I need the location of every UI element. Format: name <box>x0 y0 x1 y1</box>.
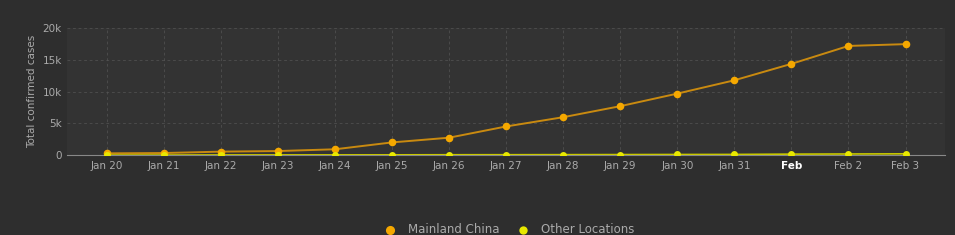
Other Locations <box>669 153 685 156</box>
Mainland China <box>213 150 228 153</box>
Mainland China <box>840 44 856 48</box>
Mainland China <box>270 149 286 153</box>
Mainland China <box>669 92 685 95</box>
Other Locations <box>612 153 627 157</box>
Mainland China <box>328 147 343 151</box>
Mainland China <box>99 151 115 155</box>
Other Locations <box>898 152 913 156</box>
Mainland China <box>556 115 571 119</box>
Other Locations <box>328 153 343 157</box>
Other Locations <box>441 153 456 157</box>
Y-axis label: Total confirmed cases: Total confirmed cases <box>27 35 37 148</box>
Other Locations <box>270 153 286 157</box>
Other Locations <box>727 153 742 156</box>
Mainland China <box>612 104 627 108</box>
Other Locations <box>840 152 856 156</box>
Other Locations <box>213 153 228 157</box>
Mainland China <box>385 141 400 144</box>
Mainland China <box>727 78 742 82</box>
Other Locations <box>99 153 115 157</box>
Mainland China <box>499 125 514 128</box>
Other Locations <box>385 153 400 157</box>
Other Locations <box>499 153 514 157</box>
Legend: Mainland China, Other Locations: Mainland China, Other Locations <box>373 218 639 235</box>
Mainland China <box>441 136 456 140</box>
Mainland China <box>898 42 913 46</box>
Mainland China <box>157 151 172 155</box>
Other Locations <box>556 153 571 157</box>
Other Locations <box>157 153 172 157</box>
Other Locations <box>784 152 799 156</box>
Mainland China <box>784 62 799 66</box>
